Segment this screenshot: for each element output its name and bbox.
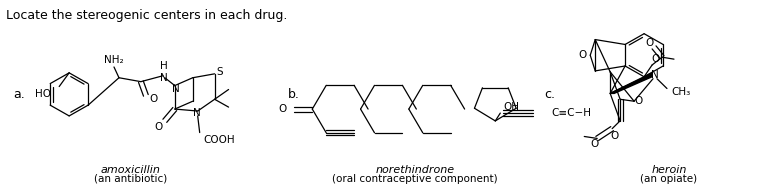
Text: N: N — [160, 73, 168, 83]
Text: O: O — [578, 50, 586, 60]
Text: O: O — [590, 139, 598, 149]
Text: O: O — [155, 122, 163, 132]
Text: O: O — [150, 94, 158, 104]
Text: N: N — [193, 108, 200, 118]
Text: OH: OH — [503, 102, 519, 112]
Text: S: S — [217, 67, 223, 77]
Text: O: O — [278, 104, 287, 114]
Text: Locate the stereogenic centers in each drug.: Locate the stereogenic centers in each d… — [6, 9, 287, 22]
Text: (an opiate): (an opiate) — [640, 174, 698, 184]
Text: NH₂: NH₂ — [104, 55, 124, 65]
Text: a.: a. — [13, 88, 25, 101]
Text: O: O — [651, 54, 659, 64]
Text: N: N — [172, 84, 179, 94]
Text: heroin: heroin — [651, 165, 687, 175]
Text: C≡C−H: C≡C−H — [551, 108, 591, 118]
Text: (an antibiotic): (an antibiotic) — [94, 174, 168, 184]
Text: (oral contraceptive component): (oral contraceptive component) — [332, 174, 498, 184]
Text: amoxicillin: amoxicillin — [101, 165, 161, 175]
Text: O: O — [645, 38, 653, 47]
Text: H: H — [160, 61, 168, 71]
Text: b.: b. — [288, 88, 300, 101]
Text: HO: HO — [35, 89, 51, 99]
Polygon shape — [610, 73, 652, 93]
Text: N: N — [651, 70, 659, 80]
Text: O: O — [634, 96, 642, 106]
Text: O: O — [610, 132, 619, 142]
Text: c.: c. — [544, 88, 555, 101]
Text: COOH: COOH — [204, 135, 236, 145]
Text: norethindrone: norethindrone — [375, 165, 454, 175]
Text: CH₃: CH₃ — [671, 87, 690, 97]
